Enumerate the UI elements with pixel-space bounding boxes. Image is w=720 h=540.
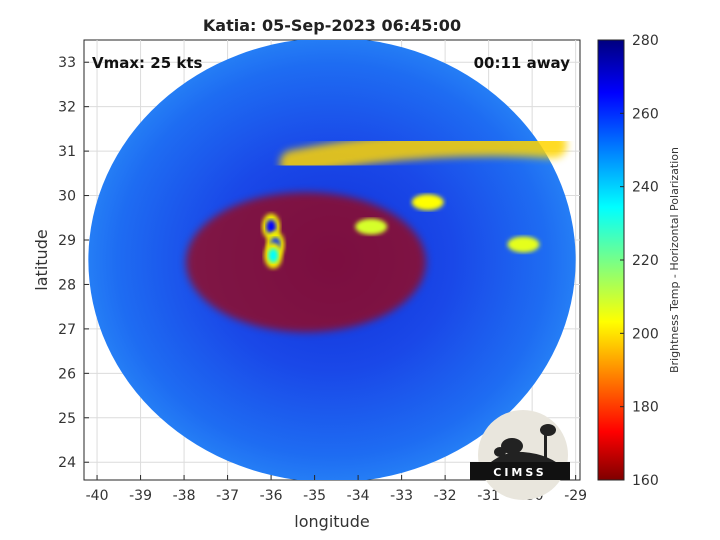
colorbar-tick-label: 160 bbox=[632, 473, 659, 489]
colorbar-ticks: 160 180 200 220 240 260 280 bbox=[620, 33, 659, 489]
y-tick-label: 28 bbox=[58, 277, 76, 293]
x-tick-label: -37 bbox=[216, 488, 239, 504]
y-tick-label: 30 bbox=[58, 189, 76, 205]
x-tick-label: -38 bbox=[173, 488, 196, 504]
x-tick-label: -34 bbox=[347, 488, 370, 504]
chart-title: Katia: 05-Sep-2023 06:45:00 bbox=[203, 16, 461, 35]
x-tick-label: -32 bbox=[434, 488, 457, 504]
warm-band bbox=[279, 130, 567, 177]
colorbar-tick-label: 260 bbox=[632, 106, 659, 122]
cold-core bbox=[268, 248, 279, 263]
time-away-annotation: 00:11 away bbox=[474, 54, 571, 72]
swath-image bbox=[88, 40, 576, 480]
x-axis-ticks: -40-39-38-37-36-35-34-33-32-31-30-29 bbox=[86, 475, 587, 504]
rainband-patch bbox=[507, 236, 540, 253]
colorbar-tick-label: 280 bbox=[632, 33, 659, 49]
logo-text: CIMSS bbox=[493, 466, 546, 479]
x-tick-label: -31 bbox=[477, 488, 500, 504]
colorbar-tick-label: 220 bbox=[632, 253, 659, 269]
x-tick-label: -33 bbox=[390, 488, 413, 504]
x-tick-label: -40 bbox=[86, 488, 109, 504]
y-tick-label: 26 bbox=[58, 366, 76, 382]
y-tick-label: 24 bbox=[58, 455, 76, 471]
cold-core bbox=[266, 219, 277, 234]
y-tick-label: 31 bbox=[58, 144, 76, 160]
colorbar-tick-label: 200 bbox=[632, 326, 659, 342]
cimss-logo: CIMSS bbox=[470, 410, 570, 500]
colorbar-label: Brightness Temp - Horizontal Polarizatio… bbox=[668, 147, 681, 373]
vmax-annotation: Vmax: 25 kts bbox=[92, 54, 202, 72]
rainband-patch bbox=[411, 194, 444, 211]
rainband-patch bbox=[355, 218, 388, 235]
dark-core-region bbox=[185, 192, 426, 333]
colorbar-tick-label: 180 bbox=[632, 400, 659, 416]
x-tick-label: -36 bbox=[260, 488, 283, 504]
x-tick-label: -39 bbox=[129, 488, 152, 504]
colorbar bbox=[597, 39, 625, 481]
x-tick-label: -35 bbox=[303, 488, 326, 504]
colorbar-tick-label: 240 bbox=[632, 180, 659, 196]
y-tick-label: 25 bbox=[58, 411, 76, 427]
y-tick-label: 33 bbox=[58, 55, 76, 71]
y-tick-label: 29 bbox=[58, 233, 76, 249]
x-tick-label: -29 bbox=[564, 488, 587, 504]
x-axis-label: longitude bbox=[294, 512, 369, 531]
y-axis-label: latitude bbox=[32, 229, 51, 290]
y-axis-ticks: 24 25 26 27 28 29 30 31 32 33 bbox=[58, 55, 89, 471]
y-tick-label: 32 bbox=[58, 100, 76, 116]
y-tick-label: 27 bbox=[58, 322, 76, 338]
